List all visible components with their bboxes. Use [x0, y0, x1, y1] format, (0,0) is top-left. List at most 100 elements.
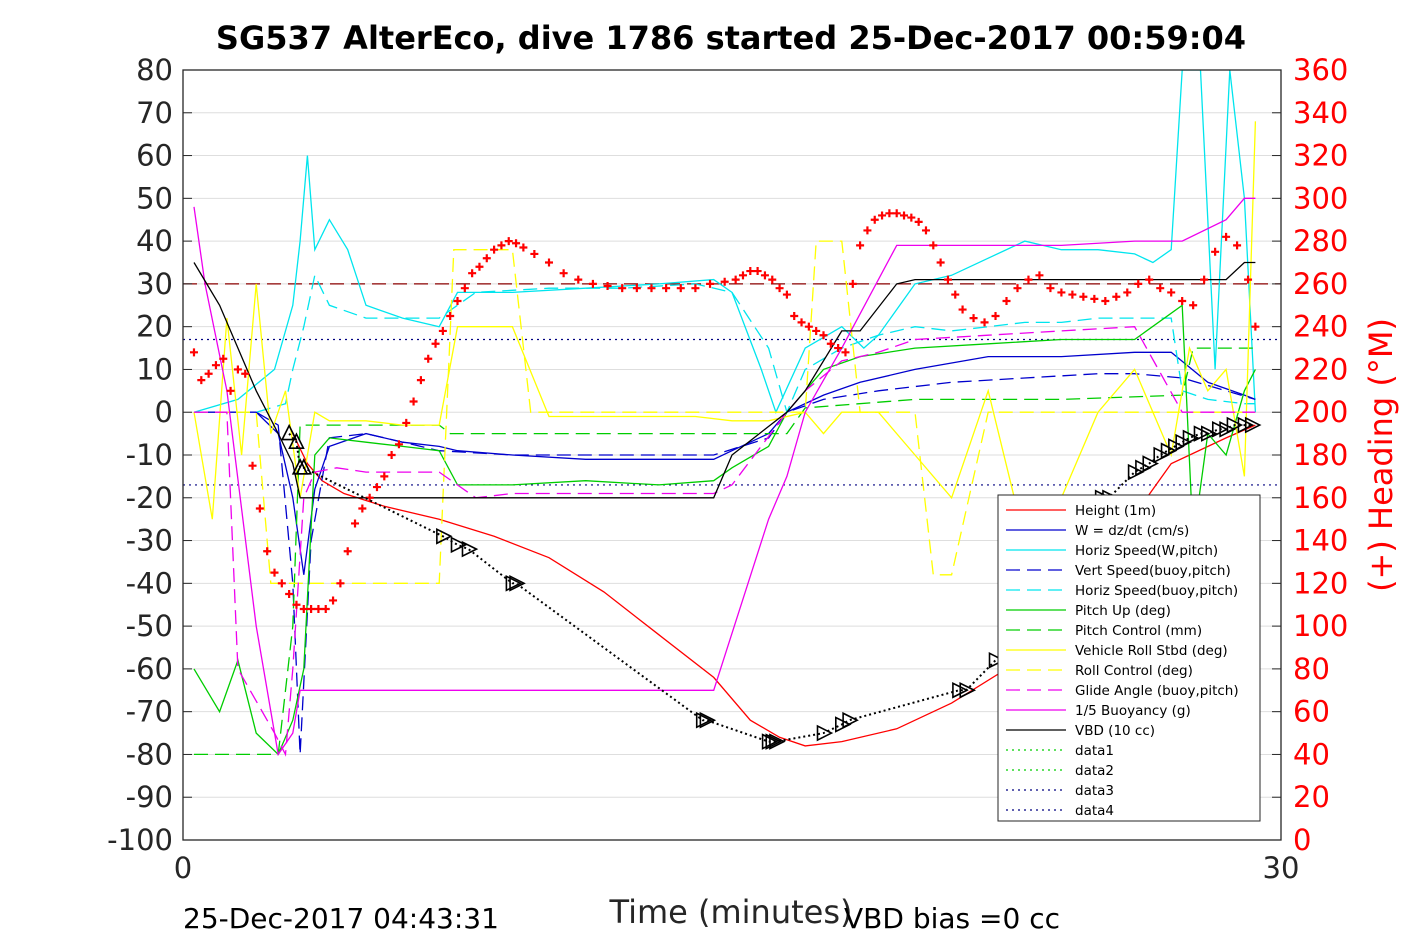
depth-marker: [842, 711, 859, 729]
y2-tick-label: 40: [1293, 737, 1330, 771]
heading-marker: [812, 326, 821, 335]
y2-tick-label: 300: [1293, 181, 1348, 215]
heading-marker: [372, 483, 381, 492]
y2-tick-label: 320: [1293, 139, 1348, 173]
heading-marker: [991, 311, 1000, 320]
heading-marker: [460, 284, 469, 293]
heading-marker: [1079, 292, 1088, 301]
heading-marker: [241, 369, 250, 378]
heading-marker: [691, 284, 700, 293]
heading-marker: [914, 217, 923, 226]
y-tick-label: 10: [136, 352, 173, 386]
heading-marker: [1167, 288, 1176, 297]
depth-marker: [295, 458, 313, 475]
legend-entry: Vert Speed(buoy,pitch): [1075, 563, 1231, 579]
heading-marker: [219, 354, 228, 363]
depth-marker: [450, 536, 468, 554]
legend-entry: W = dz/dt (cm/s): [1075, 523, 1189, 539]
heading-marker: [380, 472, 389, 481]
heading-marker: [292, 600, 301, 609]
heading-marker: [1251, 322, 1260, 331]
heading-marker: [603, 282, 612, 291]
heading-marker: [870, 215, 879, 224]
heading-marker: [1123, 288, 1132, 297]
heading-marker: [1145, 275, 1154, 284]
depth-marker: [461, 540, 479, 558]
heading-marker: [248, 461, 257, 470]
y2-tick-label: 0: [1293, 823, 1311, 857]
heading-marker: [782, 290, 791, 299]
legend-entry: Pitch Up (deg): [1075, 603, 1171, 619]
heading-marker: [255, 504, 264, 513]
series-line-5: [193, 304, 1256, 756]
legend-entry: Vehicle Roll Stbd (deg): [1075, 643, 1228, 659]
heading-marker: [530, 249, 539, 258]
heading-marker: [343, 547, 352, 556]
heading-marker: [1035, 271, 1044, 280]
y2-tick-label: 100: [1293, 609, 1348, 643]
y-tick-label: -80: [126, 737, 173, 771]
depth-marker: [505, 575, 523, 592]
depth-marker: [280, 423, 298, 441]
heading-marker: [1068, 290, 1077, 299]
left-y-axis-ticks: -100-90-80-70-60-50-40-30-20-10010203040…: [107, 53, 192, 857]
y-tick-label: -20: [126, 481, 173, 515]
heading-marker: [892, 209, 901, 218]
y2-tick-label: 20: [1293, 780, 1330, 814]
heading-marker: [321, 605, 330, 613]
y-tick-label: 50: [136, 181, 173, 215]
heading-marker: [204, 369, 213, 378]
depth-marker: [816, 724, 834, 742]
heading-marker: [1090, 294, 1099, 303]
depth-marker: [1182, 429, 1200, 447]
y-tick-label: 0: [155, 395, 173, 429]
heading-marker: [921, 226, 930, 235]
heading-marker: [804, 322, 813, 331]
heading-marker: [545, 258, 553, 267]
heading-marker: [1244, 275, 1253, 284]
chart-title: SG537 AlterEco, dive 1786 started 25-Dec…: [216, 19, 1246, 57]
heading-marker: [351, 519, 360, 528]
heading-marker: [943, 275, 952, 284]
heading-marker: [365, 493, 374, 502]
heading-marker: [775, 284, 784, 293]
heading-marker: [900, 211, 909, 220]
y2-tick-label: 120: [1293, 566, 1348, 600]
legend: Height (1m) W = dz/dt (cm/s) Horiz Speed(W…: [997, 494, 1261, 822]
heading-marker: [438, 326, 447, 335]
heading-marker: [1189, 301, 1198, 310]
y2-tick-label: 340: [1293, 96, 1348, 130]
depth-marker: [1142, 455, 1160, 472]
y-tick-label: 80: [136, 53, 173, 87]
legend-entry: Horiz Speed(W,pitch): [1075, 543, 1218, 559]
y2-tick-label: 200: [1293, 395, 1348, 429]
heading-marker: [211, 361, 220, 370]
heading-marker: [453, 297, 462, 305]
heading-marker: [475, 262, 484, 271]
heading-marker: [1211, 247, 1220, 256]
y2-tick-label: 160: [1293, 481, 1348, 515]
y-tick-label: -30: [126, 524, 173, 558]
heading-marker: [336, 579, 345, 588]
series-line-3: [194, 373, 1256, 755]
heading-marker: [878, 211, 887, 220]
heading-marker: [768, 275, 777, 284]
heading-marker: [819, 331, 828, 340]
heading-marker: [841, 348, 850, 357]
y-tick-label: -100: [107, 823, 173, 857]
heading-marker: [834, 344, 843, 353]
depth-marker: [769, 733, 786, 750]
y-tick-label: -60: [126, 652, 173, 686]
heading-marker: [1112, 292, 1121, 301]
heading-marker: [482, 254, 491, 263]
depth-marker: [288, 432, 305, 449]
heading-marker: [676, 284, 685, 293]
heading-marker: [863, 226, 872, 235]
heading-marker: [1002, 297, 1011, 305]
heading-marker: [790, 311, 799, 320]
y-tick-label: 60: [136, 139, 173, 173]
x-tick-label: 0: [174, 851, 192, 885]
depth-marker: [509, 575, 526, 592]
heading-marker: [307, 605, 316, 613]
